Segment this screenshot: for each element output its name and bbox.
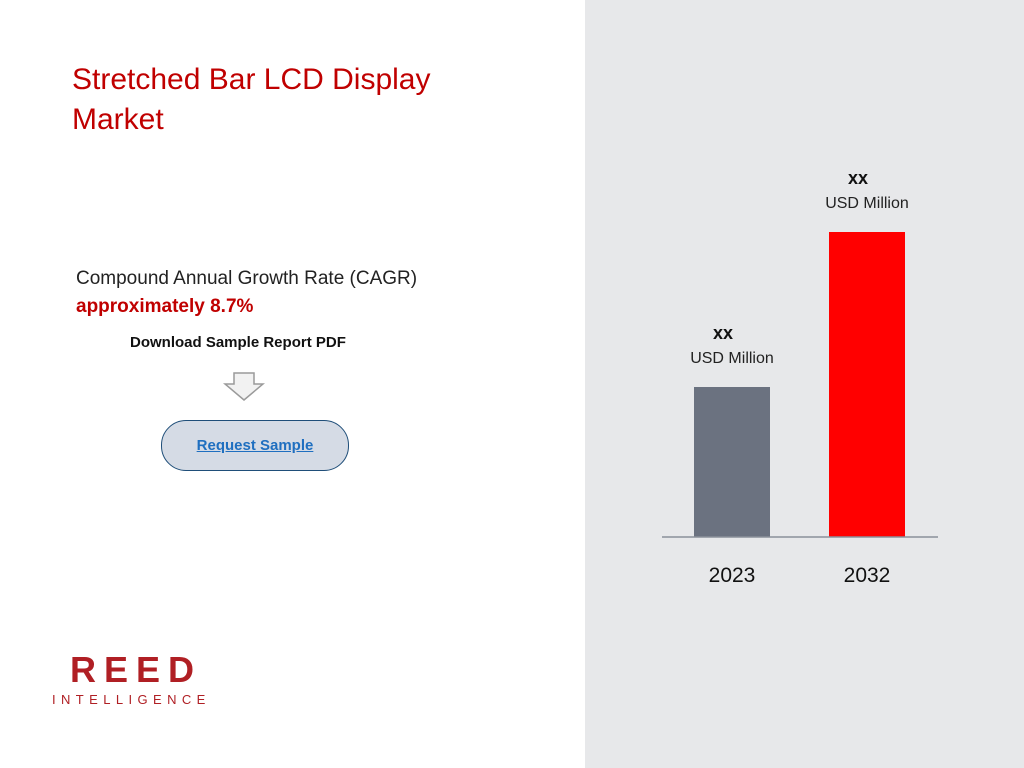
logo-sub-text: INTELLIGENCE <box>52 692 211 707</box>
chart-panel-background <box>585 0 1024 768</box>
download-sample-label: Download Sample Report PDF <box>130 334 346 351</box>
cagr-value: approximately 8.7% <box>76 296 254 317</box>
page-title: Stretched Bar LCD Display Market <box>72 63 431 136</box>
request-sample-button[interactable]: Request Sample <box>161 420 349 471</box>
unit-label-2023: USD Million <box>690 350 774 367</box>
request-sample-link[interactable]: Request Sample <box>196 437 314 454</box>
cagr-label: Compound Annual Growth Rate (CAGR) <box>76 268 418 289</box>
reed-intelligence-logo: REED INTELLIGENCE <box>52 649 211 708</box>
down-arrow-icon <box>223 372 265 401</box>
unit-label-2032: USD Million <box>825 195 909 212</box>
bar-2023 <box>694 387 770 537</box>
market-size-bar-chart: xx USD Million 2023 xx USD Million 2032 <box>662 168 938 587</box>
value-label-2032: xx <box>848 168 868 188</box>
logo-main-text: REED <box>70 649 203 690</box>
bar-2032 <box>829 232 905 537</box>
category-label-2032: 2032 <box>844 564 891 587</box>
value-label-2023: xx <box>713 323 733 343</box>
category-label-2023: 2023 <box>709 564 756 587</box>
